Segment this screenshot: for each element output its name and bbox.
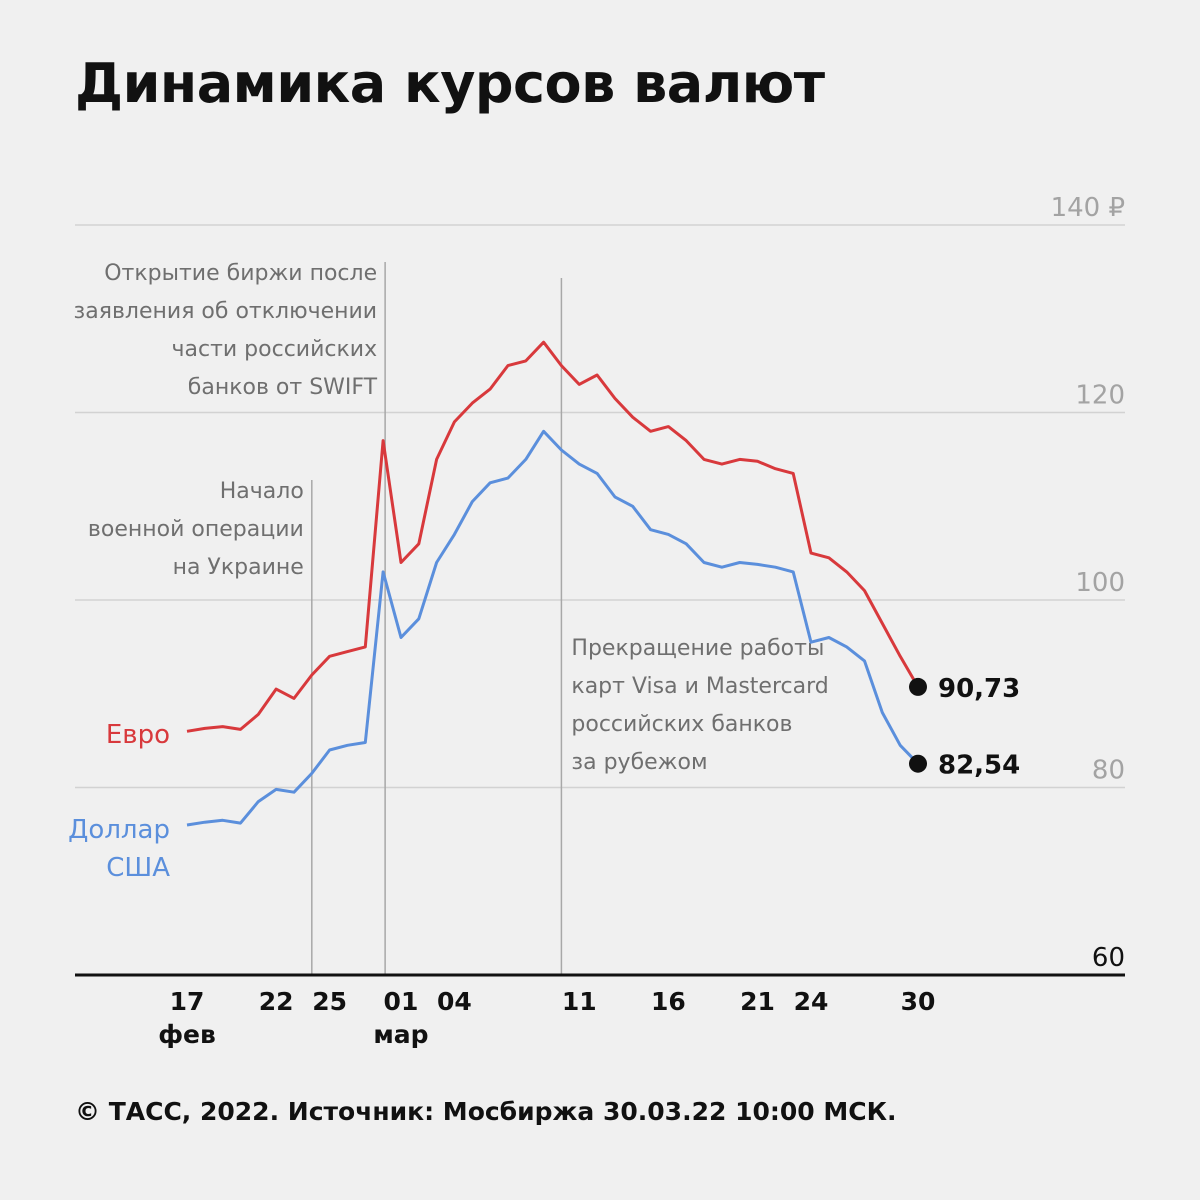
annotation-2-line-2: заявления об отключении — [74, 299, 378, 324]
y-tick-label-80: 80 — [1092, 756, 1125, 786]
annotation-1-line-1: Начало — [220, 479, 304, 504]
x-tick-label-11: 11 — [562, 987, 597, 1016]
series-line-1 — [186, 340, 920, 733]
series-line-2 — [186, 429, 920, 827]
end-value-2: 82,54 — [938, 751, 1020, 781]
source-footer: © ТАСС, 2022. Источник: Мосбиржа 30.03.2… — [75, 1097, 897, 1126]
chart-title: Динамика курсов валют — [75, 52, 825, 115]
grid-layer — [75, 224, 1125, 789]
annotation-3-line-2: карт Visa и Mastercard — [571, 674, 828, 699]
x-tick-label-22: 22 — [259, 987, 294, 1016]
annotation-3-line-1: Прекращение работы — [571, 636, 824, 661]
x-tick-month-17: фев — [158, 1020, 216, 1049]
y-tick-label-140: 140 ₽ — [1051, 193, 1125, 223]
x-tick-label-04: 04 — [437, 987, 472, 1016]
y-tick-label-100: 100 — [1075, 568, 1125, 598]
x-tick-label-21: 21 — [740, 987, 775, 1016]
end-marker-1 — [909, 677, 927, 696]
x-tick-label-16: 16 — [651, 987, 686, 1016]
annotation-2-line-1: Открытие биржи после — [104, 261, 377, 286]
annotations-layer: Начало военной операции на Украине Открытие… — [74, 261, 829, 775]
end-marker-2 — [909, 754, 927, 773]
annotation-3-line-3: российских банков — [571, 712, 792, 737]
x-tick-label-25: 25 — [312, 987, 347, 1016]
annotation-3-line-4: за рубежом — [571, 750, 707, 775]
y-tick-label-120: 120 — [1075, 381, 1125, 411]
annotation-1-line-3: на Украине — [173, 555, 304, 580]
x-tick-label-01: 01 — [384, 987, 419, 1016]
x-tick-label-17: 17 — [170, 987, 205, 1016]
series-label-2-2: США — [106, 853, 170, 883]
event-lines-layer — [311, 262, 563, 975]
y-tick-label-60: 60 — [1092, 943, 1125, 973]
annotation-2-line-4: банков от SWIFT — [188, 375, 378, 400]
end-value-1: 90,73 — [938, 674, 1020, 704]
x-tick-month-01: мар — [373, 1020, 428, 1049]
x-tick-label-30: 30 — [901, 987, 936, 1016]
series-layer: Евро 90,73 Доллар США 82,54 — [68, 340, 1020, 883]
series-label-1: Евро — [106, 720, 170, 750]
annotation-2-line-3: части российских — [172, 337, 378, 362]
x-tick-label-24: 24 — [794, 987, 829, 1016]
axis-layer: 140 ₽ 120 100 80 60 17 фев 22 25 01 мар 04 11 16 21 24 3… — [75, 193, 1125, 1049]
series-label-2-1: Доллар — [68, 815, 170, 845]
annotation-1-line-2: военной операции — [88, 517, 304, 542]
